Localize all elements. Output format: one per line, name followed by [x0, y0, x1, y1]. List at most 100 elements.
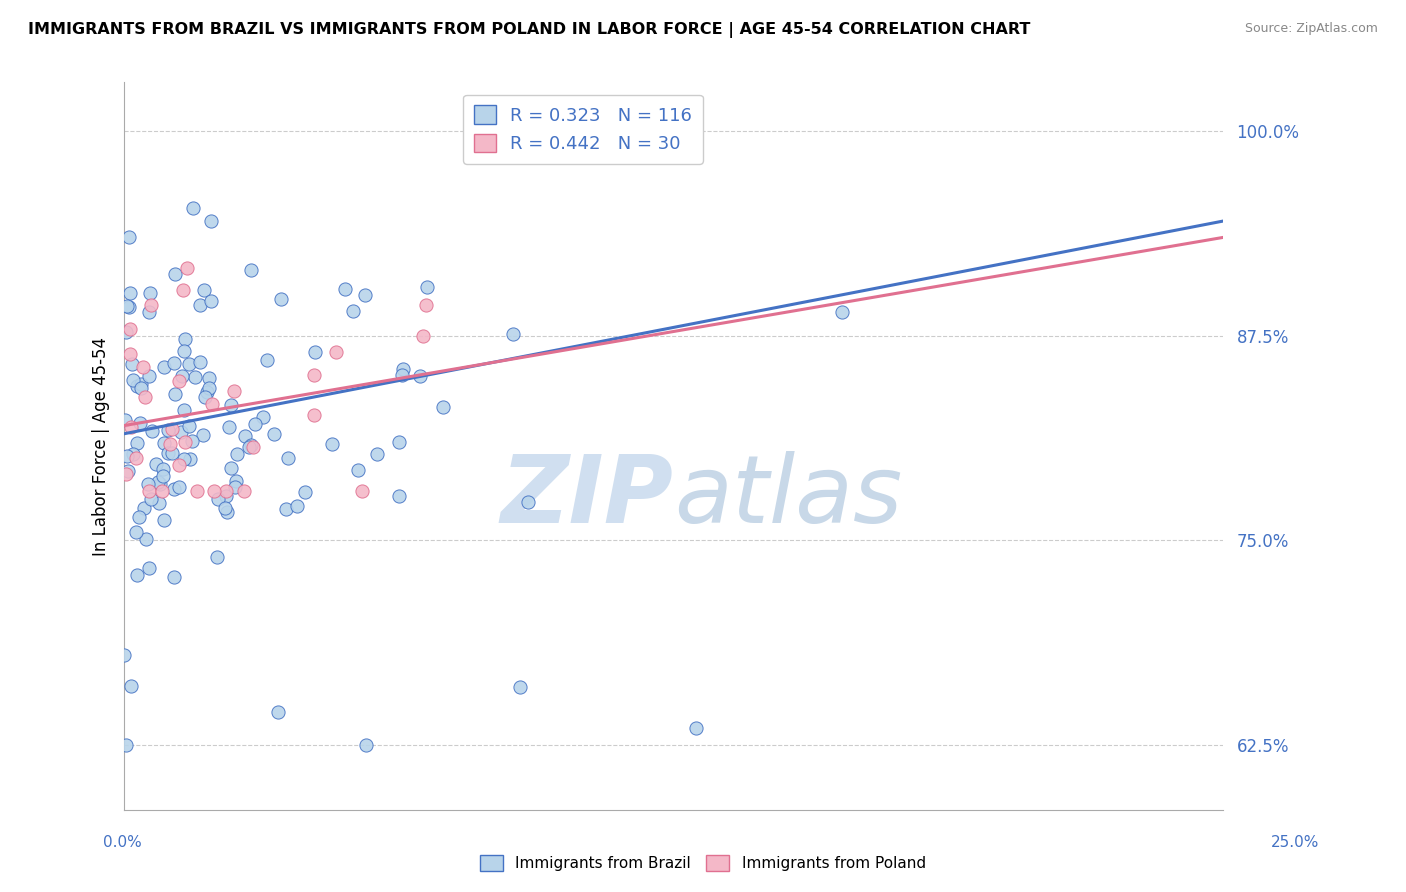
Point — [416, 280, 439, 294]
Point — [225, 474, 247, 488]
Point — [183, 369, 205, 384]
Point — [321, 437, 343, 451]
Point — [502, 327, 524, 342]
Point — [152, 462, 174, 476]
Point — [256, 352, 278, 367]
Point — [194, 390, 217, 404]
Point — [174, 435, 197, 450]
Point — [122, 447, 145, 461]
Legend: Immigrants from Brazil, Immigrants from Poland: Immigrants from Brazil, Immigrants from … — [474, 849, 932, 877]
Point — [302, 368, 325, 383]
Point — [200, 214, 222, 228]
Point — [173, 403, 195, 417]
Point — [304, 344, 326, 359]
Point — [179, 357, 201, 371]
Point — [243, 417, 266, 432]
Point — [270, 293, 292, 307]
Point — [191, 427, 214, 442]
Point — [138, 483, 160, 498]
Point — [124, 450, 146, 465]
Point — [174, 332, 197, 346]
Text: ZIP: ZIP — [501, 451, 673, 543]
Point — [333, 282, 356, 296]
Point — [205, 550, 228, 565]
Point — [350, 483, 373, 498]
Point — [128, 417, 150, 431]
Point — [129, 381, 152, 395]
Point — [415, 298, 437, 312]
Point — [163, 356, 186, 370]
Point — [120, 420, 142, 434]
Point — [115, 299, 138, 313]
Point — [304, 408, 326, 422]
Point — [392, 362, 415, 376]
Point — [117, 464, 139, 478]
Point — [831, 304, 853, 318]
Text: IMMIGRANTS FROM BRAZIL VS IMMIGRANTS FROM POLAND IN LABOR FORCE | AGE 45-54 CORR: IMMIGRANTS FROM BRAZIL VS IMMIGRANTS FRO… — [28, 22, 1031, 38]
Point — [180, 434, 202, 449]
Point — [388, 434, 411, 449]
Point — [120, 286, 142, 301]
Point — [432, 400, 454, 414]
Point — [134, 500, 156, 515]
Point — [240, 263, 263, 277]
Point — [239, 438, 262, 452]
Point — [121, 357, 143, 371]
Point — [233, 429, 256, 443]
Point — [125, 436, 148, 450]
Text: Source: ZipAtlas.com: Source: ZipAtlas.com — [1244, 22, 1378, 36]
Point — [132, 360, 155, 375]
Point — [153, 435, 176, 450]
Point — [150, 483, 173, 498]
Point — [160, 422, 183, 436]
Point — [138, 305, 160, 319]
Point — [207, 491, 229, 506]
Point — [285, 499, 308, 513]
Point — [136, 477, 159, 491]
Point — [221, 398, 243, 412]
Point — [112, 648, 135, 662]
Point — [188, 354, 211, 368]
Point — [263, 427, 285, 442]
Point — [125, 567, 148, 582]
Point — [120, 680, 142, 694]
Point — [115, 326, 138, 340]
Point — [198, 381, 221, 395]
Point — [157, 446, 180, 460]
Point — [122, 373, 145, 387]
Point — [145, 457, 167, 471]
Point — [114, 413, 136, 427]
Text: 0.0%: 0.0% — [103, 836, 142, 850]
Point — [173, 343, 195, 358]
Point — [215, 483, 238, 498]
Point — [294, 485, 316, 500]
Point — [685, 721, 707, 735]
Point — [167, 458, 190, 472]
Y-axis label: In Labor Force | Age 45-54: In Labor Force | Age 45-54 — [93, 336, 110, 556]
Point — [135, 532, 157, 546]
Point — [165, 267, 187, 281]
Point — [146, 475, 169, 490]
Point — [114, 739, 136, 753]
Point — [138, 369, 160, 384]
Point — [252, 409, 274, 424]
Point — [509, 681, 531, 695]
Point — [134, 390, 156, 404]
Point — [193, 283, 215, 297]
Point — [148, 496, 170, 510]
Point — [159, 437, 181, 451]
Point — [219, 460, 242, 475]
Point — [127, 379, 149, 393]
Point — [176, 260, 198, 275]
Point — [186, 483, 208, 498]
Point — [391, 368, 413, 383]
Text: atlas: atlas — [673, 451, 903, 542]
Point — [242, 440, 264, 454]
Point — [157, 423, 180, 437]
Point — [200, 293, 222, 308]
Point — [139, 285, 162, 300]
Point — [163, 482, 186, 496]
Point — [195, 384, 218, 399]
Point — [215, 489, 238, 503]
Point — [118, 301, 141, 315]
